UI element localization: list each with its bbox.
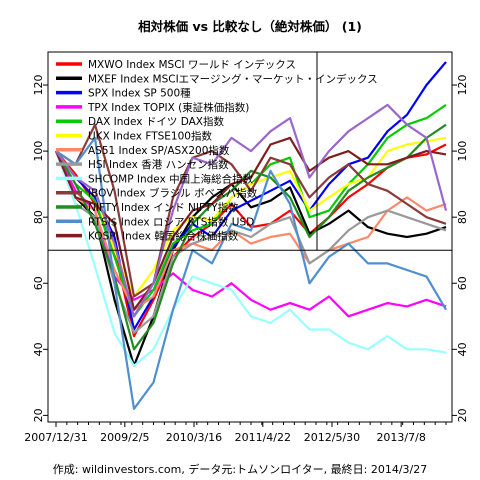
y-tick-label-right: 100 <box>456 141 469 162</box>
series-line-8 <box>54 150 447 367</box>
y-tick-label-right: 80 <box>456 210 469 224</box>
x-tick-label: 2011/4/22 <box>235 431 291 444</box>
legend-label-5: UKX Index FTSE100指数 <box>88 130 212 143</box>
x-axis: 2007/12/31 2009/2/5 2010/3/16 2011/4/22 2012… <box>24 422 447 444</box>
y-tick-label-right: 120 <box>456 75 469 96</box>
y-tick-label-left: 60 <box>32 276 45 290</box>
legend-label-1: MXEF Index MSCIエマージング・マーケット・インデックス <box>88 72 378 85</box>
legend-label-6: AS51 Index SP/ASX200指数 <box>88 144 230 157</box>
y-axis-left: 20 40 60 80 100 120 <box>32 75 48 422</box>
legend-label-0: MXWO Index MSCI ワールド インデックス <box>88 58 296 71</box>
legend-label-12: KOSPI Index 韓国総合株価指数 <box>88 230 239 243</box>
legend-label-9: IBOV Index ブラジル ボベスパ指数 <box>88 187 258 200</box>
legend-label-10: NIFTY Index インド NIFTY指数 <box>88 201 239 214</box>
y-tick-label-right: 20 <box>456 408 469 422</box>
y-tick-label-right: 60 <box>456 276 469 290</box>
series-line-6 <box>54 150 447 311</box>
x-tick-label: 2012/5/30 <box>304 431 360 444</box>
x-tick-label: 2010/3/16 <box>166 431 222 444</box>
y-axis-right: 20 40 60 80 100 120 <box>452 75 469 422</box>
series-line-12 <box>54 136 447 311</box>
series-lines <box>54 61 448 410</box>
chart-title: 相対株価 vs 比較なし（絶対株価） (1) <box>138 19 362 34</box>
y-tick-label-left: 100 <box>32 141 45 162</box>
y-tick-label-left: 80 <box>32 210 45 224</box>
series-line-9 <box>55 123 447 298</box>
legend-label-7: HSI Index 香港 ハンセン指数 <box>88 158 229 171</box>
x-tick-label: 2009/2/5 <box>100 431 149 444</box>
x-tick-label: 2007/12/31 <box>24 431 87 444</box>
legend-label-4: DAX Index ドイツ DAX指数 <box>88 115 224 128</box>
x-tick-label: 2013/7/8 <box>376 431 425 444</box>
series-line-13 <box>55 103 448 318</box>
series-line-11 <box>55 136 447 410</box>
legend-label-2: SPX Index SP 500種 <box>88 87 191 100</box>
legend-label-11: RTSI$ Index ロシア RTS指数 USD <box>88 215 254 228</box>
y-tick-label-left: 20 <box>32 408 45 422</box>
chart-footer: 作成: wildinvestors.com, データ元:トムソンロイター, 最終… <box>53 462 427 476</box>
y-tick-label-left: 40 <box>32 342 45 356</box>
legend-label-3: TPX Index TOPIX (東証株価指数) <box>87 101 249 114</box>
plot-frame <box>47 51 453 423</box>
y-tick-label-left: 120 <box>32 75 45 96</box>
y-tick-label-right: 40 <box>456 342 469 356</box>
series-line-10 <box>55 123 447 351</box>
legend-label-8: SHCOMP Index 中国上海総合指数 <box>88 172 254 185</box>
